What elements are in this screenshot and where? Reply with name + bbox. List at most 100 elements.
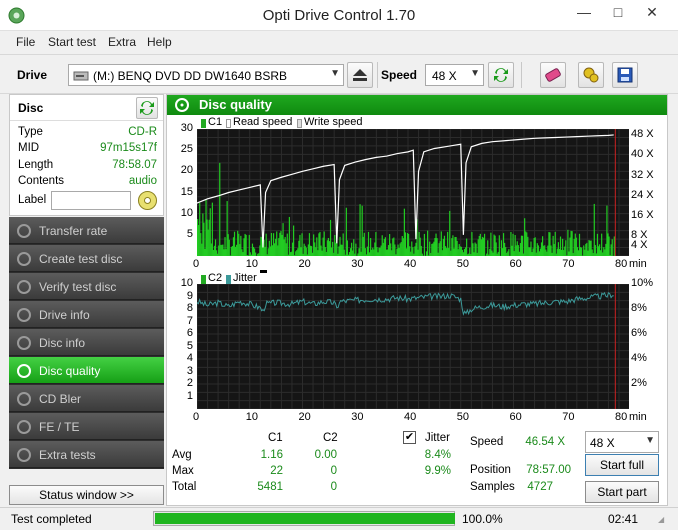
c1-bar [286, 233, 288, 256]
eject-button[interactable] [347, 62, 373, 88]
nav-label: Extra tests [39, 448, 96, 462]
c1-bar [590, 240, 592, 256]
erase-button[interactable] [540, 62, 566, 88]
c1-bar [552, 235, 554, 256]
c1-bar [248, 234, 250, 256]
c1-bar [551, 252, 553, 256]
drive-select[interactable]: (M:) BENQ DVD DD DW1640 BSRB ▼ [68, 64, 344, 86]
c1-bar [324, 247, 326, 256]
c1-bar [478, 235, 480, 256]
c1-bar [322, 237, 324, 256]
x-tick-label: 40 [404, 411, 417, 423]
c1-bar [596, 233, 599, 256]
minimize-icon[interactable]: — [577, 4, 591, 20]
disc-panel-header: Disc [10, 95, 163, 121]
nav-extra-tests[interactable]: Extra tests [9, 441, 164, 468]
nav-disc-quality[interactable]: Disc quality [9, 357, 164, 384]
disc-icon [17, 280, 31, 294]
c1-bar [298, 240, 300, 256]
c1-bar [608, 236, 610, 256]
label-input[interactable] [51, 191, 131, 210]
close-icon[interactable]: ✕ [646, 4, 658, 20]
nav-transfer-rate[interactable]: Transfer rate [9, 217, 164, 244]
c1-bar [341, 244, 343, 256]
nav-label: Verify test disc [39, 280, 117, 294]
disc-icon [17, 364, 31, 378]
mid-label: MID [18, 142, 40, 154]
progress-text: 100.0% [462, 512, 503, 526]
menu-help[interactable]: Help [147, 35, 172, 49]
c1-bar [453, 248, 455, 256]
resize-grip-icon[interactable]: ◢ [658, 515, 665, 524]
c1-bar [394, 244, 396, 256]
x-tick-label: 60 [509, 411, 522, 423]
menu-start-test[interactable]: Start test [48, 35, 97, 49]
c1-bar [497, 251, 499, 256]
y2-tick-label: 24 X [631, 188, 654, 201]
c1-bar [242, 252, 244, 256]
c1-bar [555, 253, 557, 256]
settings-button[interactable] [578, 62, 604, 88]
maximize-icon[interactable]: □ [613, 4, 623, 20]
nav-label: Drive info [39, 308, 90, 322]
menu-extra[interactable]: Extra [108, 35, 137, 49]
refresh-speed-button[interactable] [488, 62, 514, 88]
y-tick-label: 30 [180, 122, 193, 134]
save-button[interactable] [612, 62, 638, 88]
c1-bar [376, 247, 378, 256]
y2-tick-label: 2% [631, 377, 647, 389]
read-speed-line [197, 134, 614, 248]
c1-bar [491, 250, 493, 256]
c1-bar [222, 244, 224, 256]
nav-create-test-disc[interactable]: Create test disc [9, 245, 164, 272]
c1-bar [431, 243, 433, 256]
c1-bar [346, 240, 349, 256]
status-window-button[interactable]: Status window >> [9, 485, 164, 505]
c1-bar [438, 243, 440, 256]
refresh-disc-button[interactable] [136, 97, 158, 119]
nav-cd-bler[interactable]: CD Bler [9, 385, 164, 412]
c1-bar [442, 238, 445, 256]
c1-bar [297, 248, 299, 256]
speed-select[interactable]: 48 X ▼ [425, 64, 484, 86]
nav-verify-test-disc[interactable]: Verify test disc [9, 273, 164, 300]
c1-bar [430, 252, 432, 256]
elapsed-time: 02:41 [608, 512, 639, 526]
test-speed-select[interactable]: 48 X ▼ [585, 431, 659, 453]
nav-drive-info[interactable]: Drive info [9, 301, 164, 328]
c1-bar [421, 253, 423, 256]
c1-bar [609, 255, 611, 256]
info-position-label: Position [470, 464, 511, 476]
c1-bar [202, 213, 204, 256]
c1-bar [547, 245, 549, 256]
c1-bar [595, 253, 597, 256]
c1-bar [212, 250, 215, 256]
c1-bar [560, 249, 563, 256]
c1-bar [271, 245, 274, 256]
c1-bar [384, 237, 386, 256]
c1-bar [530, 241, 532, 256]
menu-file[interactable]: File [16, 35, 36, 49]
nav-fe-te[interactable]: FE / TE [9, 413, 164, 440]
c1-bar [578, 233, 581, 256]
c1-bar [480, 239, 482, 256]
length-value: 78:58.07 [112, 159, 157, 171]
c1-bar [313, 234, 315, 256]
c1-bar [504, 242, 506, 256]
c1-bar [603, 247, 605, 256]
c1-bar [361, 205, 363, 256]
start-full-button[interactable]: Start full [585, 454, 659, 476]
c1-bar [306, 254, 308, 256]
c1-bar [231, 246, 234, 256]
start-part-button[interactable]: Start part [585, 481, 659, 503]
total-c2: 0 [330, 481, 337, 493]
c1-bar [588, 240, 590, 256]
total-label: Total [172, 481, 197, 493]
c1-bar [532, 248, 534, 256]
c1-bar [302, 253, 304, 256]
disc-icon [17, 392, 31, 406]
c1-bar [314, 242, 316, 256]
jitter-checkbox[interactable]: ✔ [403, 431, 416, 444]
nav-disc-info[interactable]: Disc info [9, 329, 164, 356]
disc-label-button[interactable] [137, 190, 158, 211]
